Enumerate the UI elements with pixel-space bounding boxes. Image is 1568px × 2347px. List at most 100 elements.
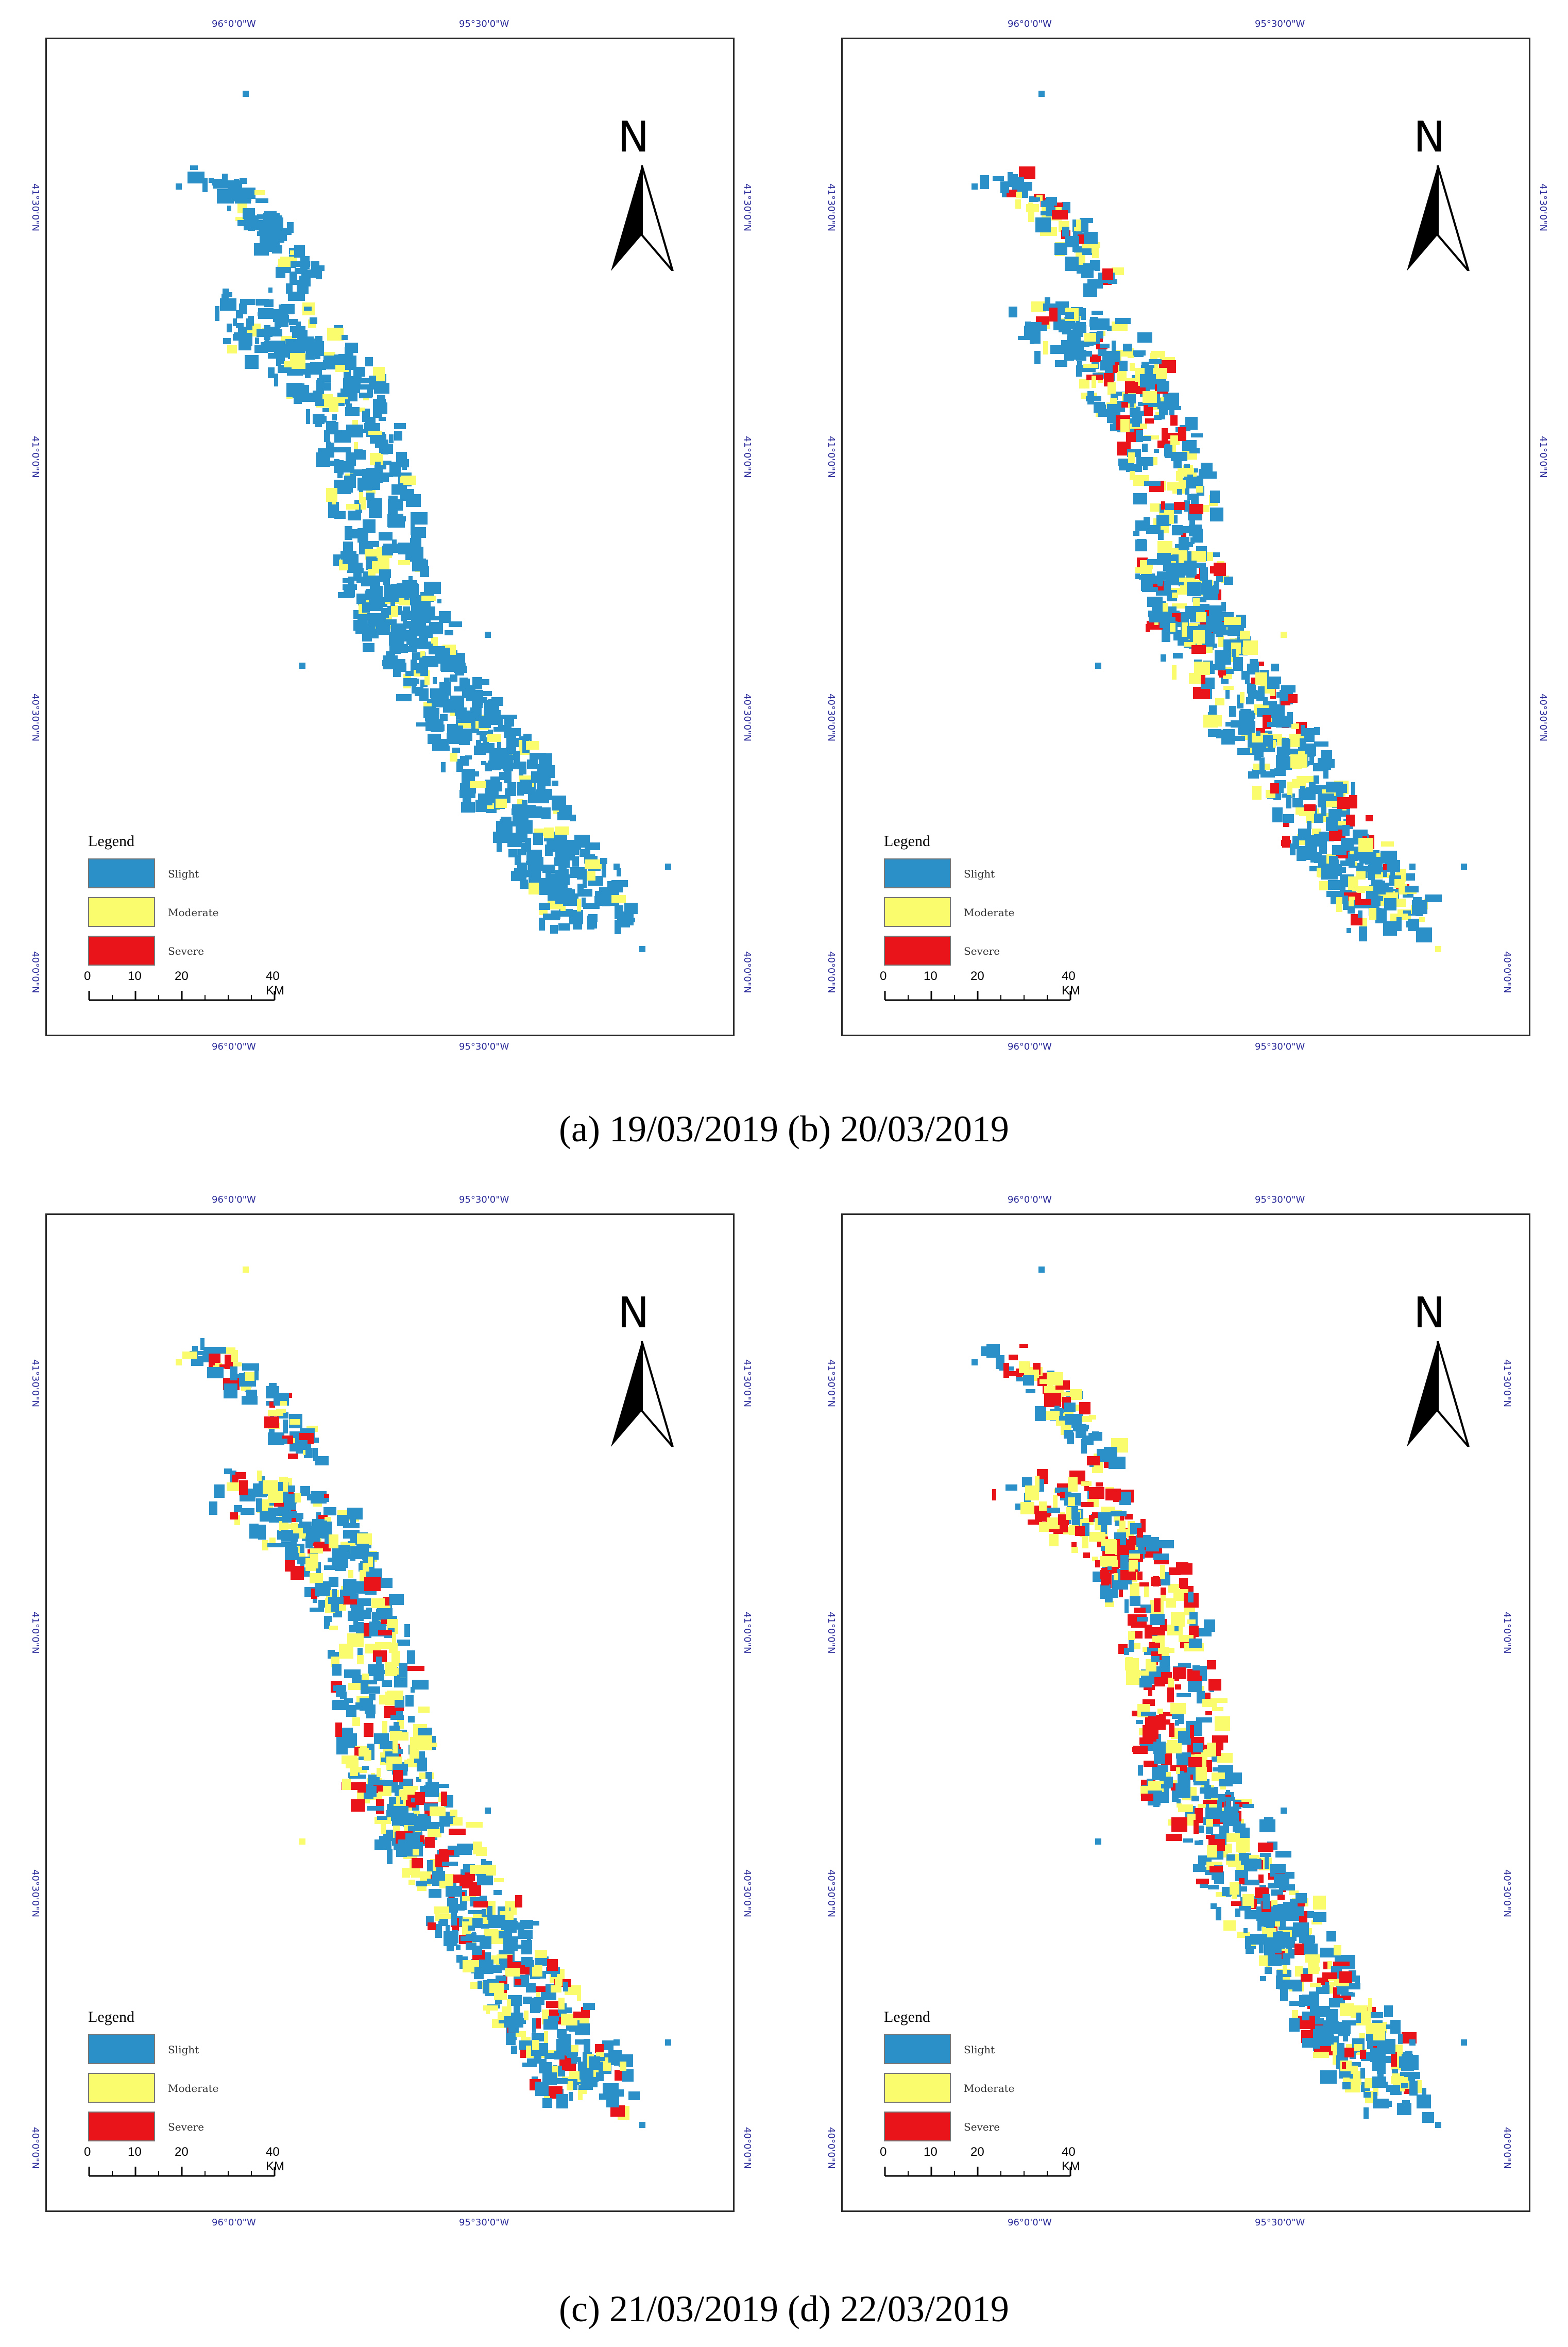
- flood-pixel: [1157, 541, 1172, 555]
- flood-pixel: [493, 748, 506, 761]
- flood-pixel: [433, 677, 437, 684]
- flood-pixel: [1194, 1820, 1199, 1834]
- flood-pixel: [416, 1735, 432, 1750]
- flood-pixel: [1322, 1972, 1337, 1979]
- right-lat-label-1: 41°30'0"N: [1502, 1359, 1512, 1407]
- flood-pixel: [567, 2021, 571, 2031]
- flood-pixel: [1331, 896, 1336, 904]
- flood-pixel: [408, 1880, 415, 1885]
- flood-pixel: [1183, 1838, 1193, 1843]
- flood-pixel: [379, 569, 391, 578]
- flood-pixel: [1169, 1723, 1174, 1737]
- flood-pixel: [527, 759, 538, 769]
- legend-label: Severe: [168, 945, 204, 957]
- flood-pixel: [326, 442, 331, 449]
- legend-item-slight: Slight: [88, 858, 274, 889]
- flood-pixel: [444, 678, 450, 686]
- flood-pixel: [1100, 1556, 1117, 1566]
- flood-pixel: [1191, 1796, 1199, 1801]
- flood-pixel: [416, 536, 421, 548]
- flood-pixel: [1277, 1895, 1285, 1900]
- flood-pixel: [446, 1850, 454, 1855]
- flood-pixel: [425, 708, 439, 721]
- flood-pixel: [260, 1511, 276, 1522]
- flood-pixel: [1362, 886, 1373, 891]
- flood-pixel: [558, 1998, 565, 2010]
- flood-pixel: [1150, 1614, 1165, 1625]
- flood-pixel: [1173, 1667, 1186, 1679]
- flood-pixel: [1204, 627, 1215, 632]
- flood-pixel: [1292, 798, 1303, 807]
- flood-pixel: [1301, 725, 1305, 736]
- flood-pixel: [1268, 1883, 1276, 1888]
- flood-pixel: [1289, 1890, 1299, 1895]
- flood-pixel: [1365, 2078, 1374, 2088]
- flood-pixel: [515, 1979, 521, 1985]
- legend-swatch: [88, 897, 155, 927]
- flood-pixel: [1386, 2085, 1400, 2092]
- flood-pixel: [1171, 452, 1187, 461]
- scale-tick-0: 0: [880, 969, 887, 983]
- flood-pixel: [268, 353, 280, 359]
- flood-pixel: [1059, 323, 1067, 332]
- flood-pixel: [462, 1921, 471, 1935]
- flood-pixel: [361, 1680, 377, 1684]
- flood-pixel: [1178, 1663, 1191, 1668]
- flood-pixel: [354, 449, 363, 455]
- flood-pixel: [269, 1428, 275, 1440]
- flood-pixel: [220, 298, 236, 311]
- flood-pixel: [1133, 531, 1139, 536]
- flood-pixel: [334, 447, 351, 452]
- flood-pixel: [551, 1969, 557, 1977]
- flood-pixel: [1385, 2039, 1395, 2054]
- flood-pixel: [1353, 2071, 1361, 2085]
- flood-pixel: [524, 2011, 529, 2020]
- flood-pixel: [1166, 1834, 1182, 1841]
- flood-pixel: [1197, 1628, 1212, 1636]
- flood-pixel: [202, 178, 208, 192]
- flood-pixel: [176, 183, 182, 190]
- flood-pixel: [1218, 636, 1224, 647]
- north-label: N: [1413, 1289, 1445, 1338]
- flood-pixel: [1235, 1813, 1239, 1823]
- flood-pixel: [1130, 1547, 1135, 1551]
- flood-pixel: [1373, 2083, 1378, 2096]
- flood-pixel: [402, 580, 417, 586]
- flood-pixel: [1422, 2088, 1426, 2095]
- flood-pixel: [407, 1666, 424, 1671]
- flood-pixel: [407, 1650, 415, 1664]
- flood-pixel: [1209, 1866, 1223, 1872]
- flood-pixel: [1360, 2050, 1366, 2059]
- flood-pixel: [1242, 1880, 1259, 1885]
- flood-pixel: [1148, 1715, 1163, 1721]
- flood-pixel: [456, 1955, 463, 1963]
- flood-pixel: [409, 547, 423, 560]
- flood-pixel: [230, 1362, 242, 1366]
- flood-pixel: [288, 1454, 298, 1459]
- flood-pixel: [478, 793, 492, 805]
- flood-pixel: [557, 812, 570, 820]
- flood-pixel: [1016, 192, 1022, 198]
- flood-pixel: [268, 1410, 283, 1416]
- flood-pixel: [489, 751, 493, 764]
- flood-pixel: [567, 2081, 573, 2090]
- flood-pixel: [1064, 1403, 1076, 1412]
- bottom-lon-label-2: 95°30'0"W: [1255, 2217, 1305, 2228]
- legend-swatch: [884, 897, 951, 927]
- flood-pixel: [497, 1954, 513, 1958]
- flood-pixel: [557, 874, 570, 885]
- flood-pixel: [1189, 448, 1200, 453]
- flood-pixel: [1239, 1853, 1249, 1861]
- flood-pixel: [301, 393, 315, 402]
- flood-pixel: [539, 903, 550, 910]
- flood-pixel: [282, 1511, 297, 1518]
- flood-pixel: [323, 360, 330, 368]
- flood-pixel: [389, 434, 394, 443]
- flood-pixel: [370, 1780, 385, 1785]
- flood-pixel: [414, 679, 419, 684]
- flood-pixel: [1020, 1502, 1034, 1514]
- flood-pixel: [1083, 263, 1092, 277]
- flood-pixel: [1096, 1482, 1103, 1487]
- flood-pixel: [480, 734, 486, 741]
- flood-pixel: [1249, 713, 1255, 719]
